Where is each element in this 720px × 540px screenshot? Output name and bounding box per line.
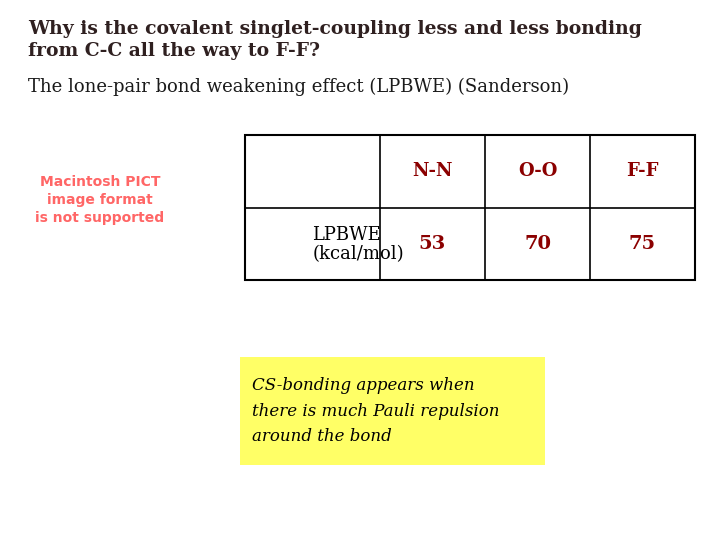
Text: image format: image format xyxy=(47,193,153,207)
Text: CS-bonding appears when
there is much Pauli repulsion
around the bond: CS-bonding appears when there is much Pa… xyxy=(252,377,500,445)
Text: is not supported: is not supported xyxy=(35,211,165,225)
Bar xyxy=(240,357,545,465)
Text: 75: 75 xyxy=(629,235,656,253)
Bar xyxy=(245,135,695,280)
Text: Why is the covalent singlet-coupling less and less bonding: Why is the covalent singlet-coupling les… xyxy=(28,20,642,38)
Text: Macintosh PICT: Macintosh PICT xyxy=(40,175,161,189)
Text: N-N: N-N xyxy=(413,162,453,180)
Text: LPBWE: LPBWE xyxy=(312,226,382,244)
Text: (kcal/mol): (kcal/mol) xyxy=(312,245,404,263)
Text: from C-C all the way to F-F?: from C-C all the way to F-F? xyxy=(28,42,320,60)
Text: 70: 70 xyxy=(524,235,551,253)
Text: The lone-pair bond weakening effect (LPBWE) (Sanderson): The lone-pair bond weakening effect (LPB… xyxy=(28,78,569,96)
Text: 53: 53 xyxy=(419,235,446,253)
Text: O-O: O-O xyxy=(518,162,557,180)
Text: F-F: F-F xyxy=(626,162,659,180)
